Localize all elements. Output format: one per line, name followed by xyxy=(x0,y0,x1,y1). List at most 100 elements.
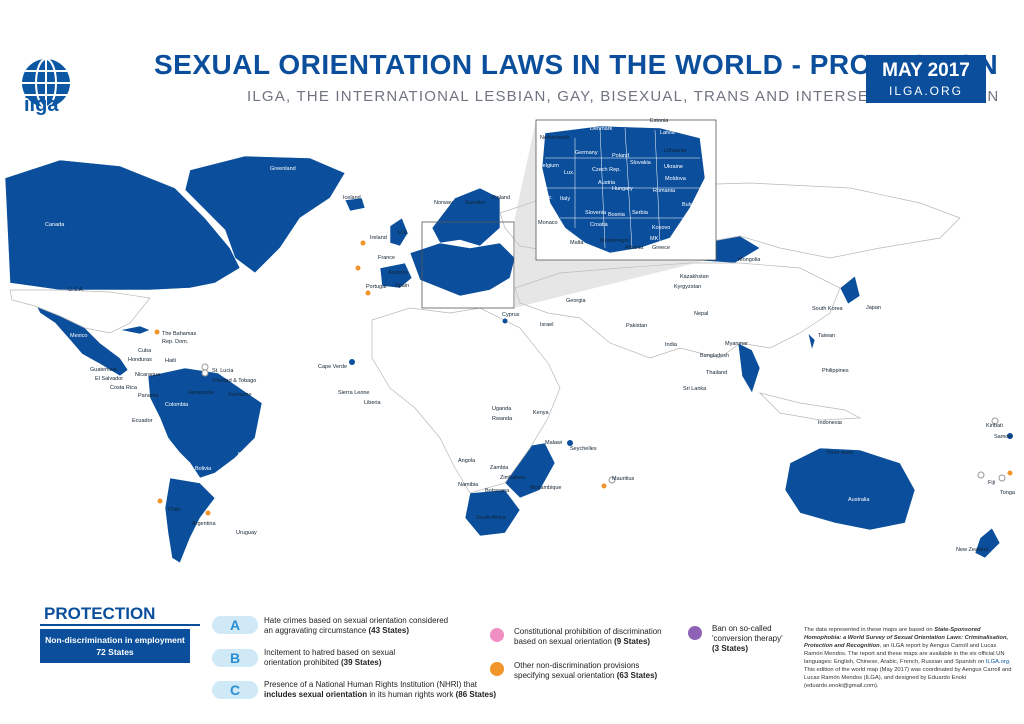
label-montenegro: Montenegro xyxy=(600,238,630,244)
label-greenland: Greenland xyxy=(270,166,296,172)
label-ecuador: Ecuador xyxy=(132,418,153,424)
label-myanmar: Myanmar xyxy=(725,341,748,347)
label-moldova: Moldova xyxy=(665,176,686,182)
label-belgium: Belgium xyxy=(539,163,559,169)
label-suriname: Suriname xyxy=(228,392,252,398)
label-kyrgyzstan: Kyrgyzstan xyxy=(674,284,702,290)
label-canada: Canada xyxy=(45,222,65,228)
label-greece: Greece xyxy=(652,245,671,251)
label-cyprus: Cyprus xyxy=(502,312,520,318)
label-cuba: Cuba xyxy=(138,348,152,354)
label-iceland: Iceland xyxy=(343,195,361,201)
source-note: The data represented in these maps are b… xyxy=(804,627,1012,689)
label-costa-rica: Costa Rica xyxy=(110,385,137,391)
legend-item-a: Hate crimes based on sexual orientation … xyxy=(264,616,449,635)
legend-constitutional: Constitutional prohibition of discrimina… xyxy=(514,627,662,646)
employment-label: Non-discrimination in employment xyxy=(45,635,185,645)
badge-a: A xyxy=(212,616,258,634)
label-uganda: Uganda xyxy=(492,406,512,412)
label-new-zealand: New Zealand xyxy=(956,547,989,553)
label-georgia: Georgia xyxy=(566,298,586,304)
label-haiti: Haiti xyxy=(165,358,177,364)
label-mozambique: Mozambique xyxy=(530,485,562,491)
label-tonga: Tonga xyxy=(1000,490,1015,496)
label-taiwan: Taiwan xyxy=(818,333,836,339)
badge-b: B xyxy=(212,649,258,667)
label-switz: Switz. xyxy=(538,195,553,201)
label-monaco: Monaco xyxy=(538,220,558,226)
label-malawi: Malawi xyxy=(545,440,563,446)
label-usa: U.S.A. xyxy=(68,287,84,293)
label-kenya: Kenya xyxy=(533,410,549,416)
label-nepal: Nepal xyxy=(694,311,709,317)
label-zimbabwe: Zimbabwe xyxy=(500,475,526,481)
label-ireland: Ireland xyxy=(370,235,387,241)
label-el-salvador: El Salvador xyxy=(95,376,124,382)
legend-item-c: Presence of a National Human Rights Inst… xyxy=(264,680,497,699)
label-botswana: Botswana xyxy=(485,488,510,494)
label-australia: Australia xyxy=(848,497,870,503)
legend-item-b: Incitement to hatred based on sexual ori… xyxy=(264,648,396,667)
label-rwanda: Rwanda xyxy=(492,416,513,422)
label-trinidad: Trinidad & Tobago xyxy=(212,378,257,384)
legend-divider xyxy=(40,624,200,626)
label-fiji: Fiji xyxy=(988,480,996,486)
label-india: India xyxy=(665,342,677,348)
legend-conversion-therapy: Ban on so-called 'conversion therapy' (3… xyxy=(712,624,783,653)
europe-inset-borders xyxy=(545,127,700,249)
label-hungary: Hungary xyxy=(612,186,633,192)
label-lux: Lux. xyxy=(564,170,575,176)
label-sri-lanka: Sri Lanka xyxy=(683,386,707,392)
label-latvia: Latvia xyxy=(660,130,675,136)
label-seychelles: Seychelles xyxy=(570,446,597,452)
label-chile: Chile xyxy=(168,507,181,513)
europe-zoom-source xyxy=(421,221,515,309)
ilga-globe-icon xyxy=(22,58,70,108)
label-mexico: Mexico xyxy=(70,333,88,339)
badge-c: C xyxy=(212,681,258,699)
label-south-africa: South Africa xyxy=(476,515,506,521)
orange-provision-dots xyxy=(154,240,1013,516)
label-mauritius: Mauritius xyxy=(612,476,635,482)
ilga-link[interactable]: ILGA.org xyxy=(985,659,1009,665)
label-philippines: Philippines xyxy=(822,368,849,374)
label-czech: Czech Rep. xyxy=(592,167,621,173)
label-zambia: Zambia xyxy=(490,465,509,471)
label-spain: Spain xyxy=(395,283,410,289)
label-pakistan: Pakistan xyxy=(626,323,648,329)
purple-dot-icon xyxy=(688,626,702,640)
label-kosovo: Kosovo xyxy=(652,225,671,231)
orange-dot-icon xyxy=(490,662,504,676)
label-south-korea: South Korea xyxy=(812,306,843,312)
label-bulgaria: Bulgaria xyxy=(682,202,703,208)
label-kazakhstan: Kazakhstan xyxy=(680,274,709,280)
legend-other-provisions: Other non-discrimination provisions spec… xyxy=(514,661,658,680)
label-indonesia: Indonesia xyxy=(818,420,842,426)
label-panama: Panama xyxy=(138,393,159,399)
label-cape-verde: Cape Verde xyxy=(318,364,348,370)
label-bangladesh: Bangladesh xyxy=(700,353,730,359)
label-namibia: Namibia xyxy=(458,482,479,488)
label-croatia: Croatia xyxy=(590,222,608,228)
label-bahamas: The Bahamas xyxy=(162,331,197,337)
label-brazil: Brazil xyxy=(238,452,252,458)
label-sierra-leone: Sierra Leone xyxy=(338,390,370,396)
label-thailand: Thailand xyxy=(706,370,728,376)
label-argentina: Argentina xyxy=(192,521,216,527)
label-colombia: Colombia xyxy=(165,402,189,408)
label-finland: Finland xyxy=(492,195,511,201)
label-timor-leste: Timor-leste xyxy=(826,450,854,456)
pink-dot-icon xyxy=(490,628,504,642)
label-estonia: Estonia xyxy=(650,118,669,124)
label-slovakia: Slovakia xyxy=(630,160,651,166)
label-rep-dom: Rep. Dom. xyxy=(162,339,189,345)
label-peru: Peru xyxy=(158,437,170,443)
label-serbia: Serbia xyxy=(632,210,648,216)
employment-count: 72 States xyxy=(96,647,134,657)
label-uruguay: Uruguay xyxy=(236,530,257,536)
small-state-markers xyxy=(201,318,1013,484)
label-st-lucia: St. Lucia xyxy=(212,368,234,374)
label-malta: Malta xyxy=(570,240,584,246)
label-kiribati: Kiribati xyxy=(986,423,1003,429)
label-romania: Romania xyxy=(653,188,676,194)
